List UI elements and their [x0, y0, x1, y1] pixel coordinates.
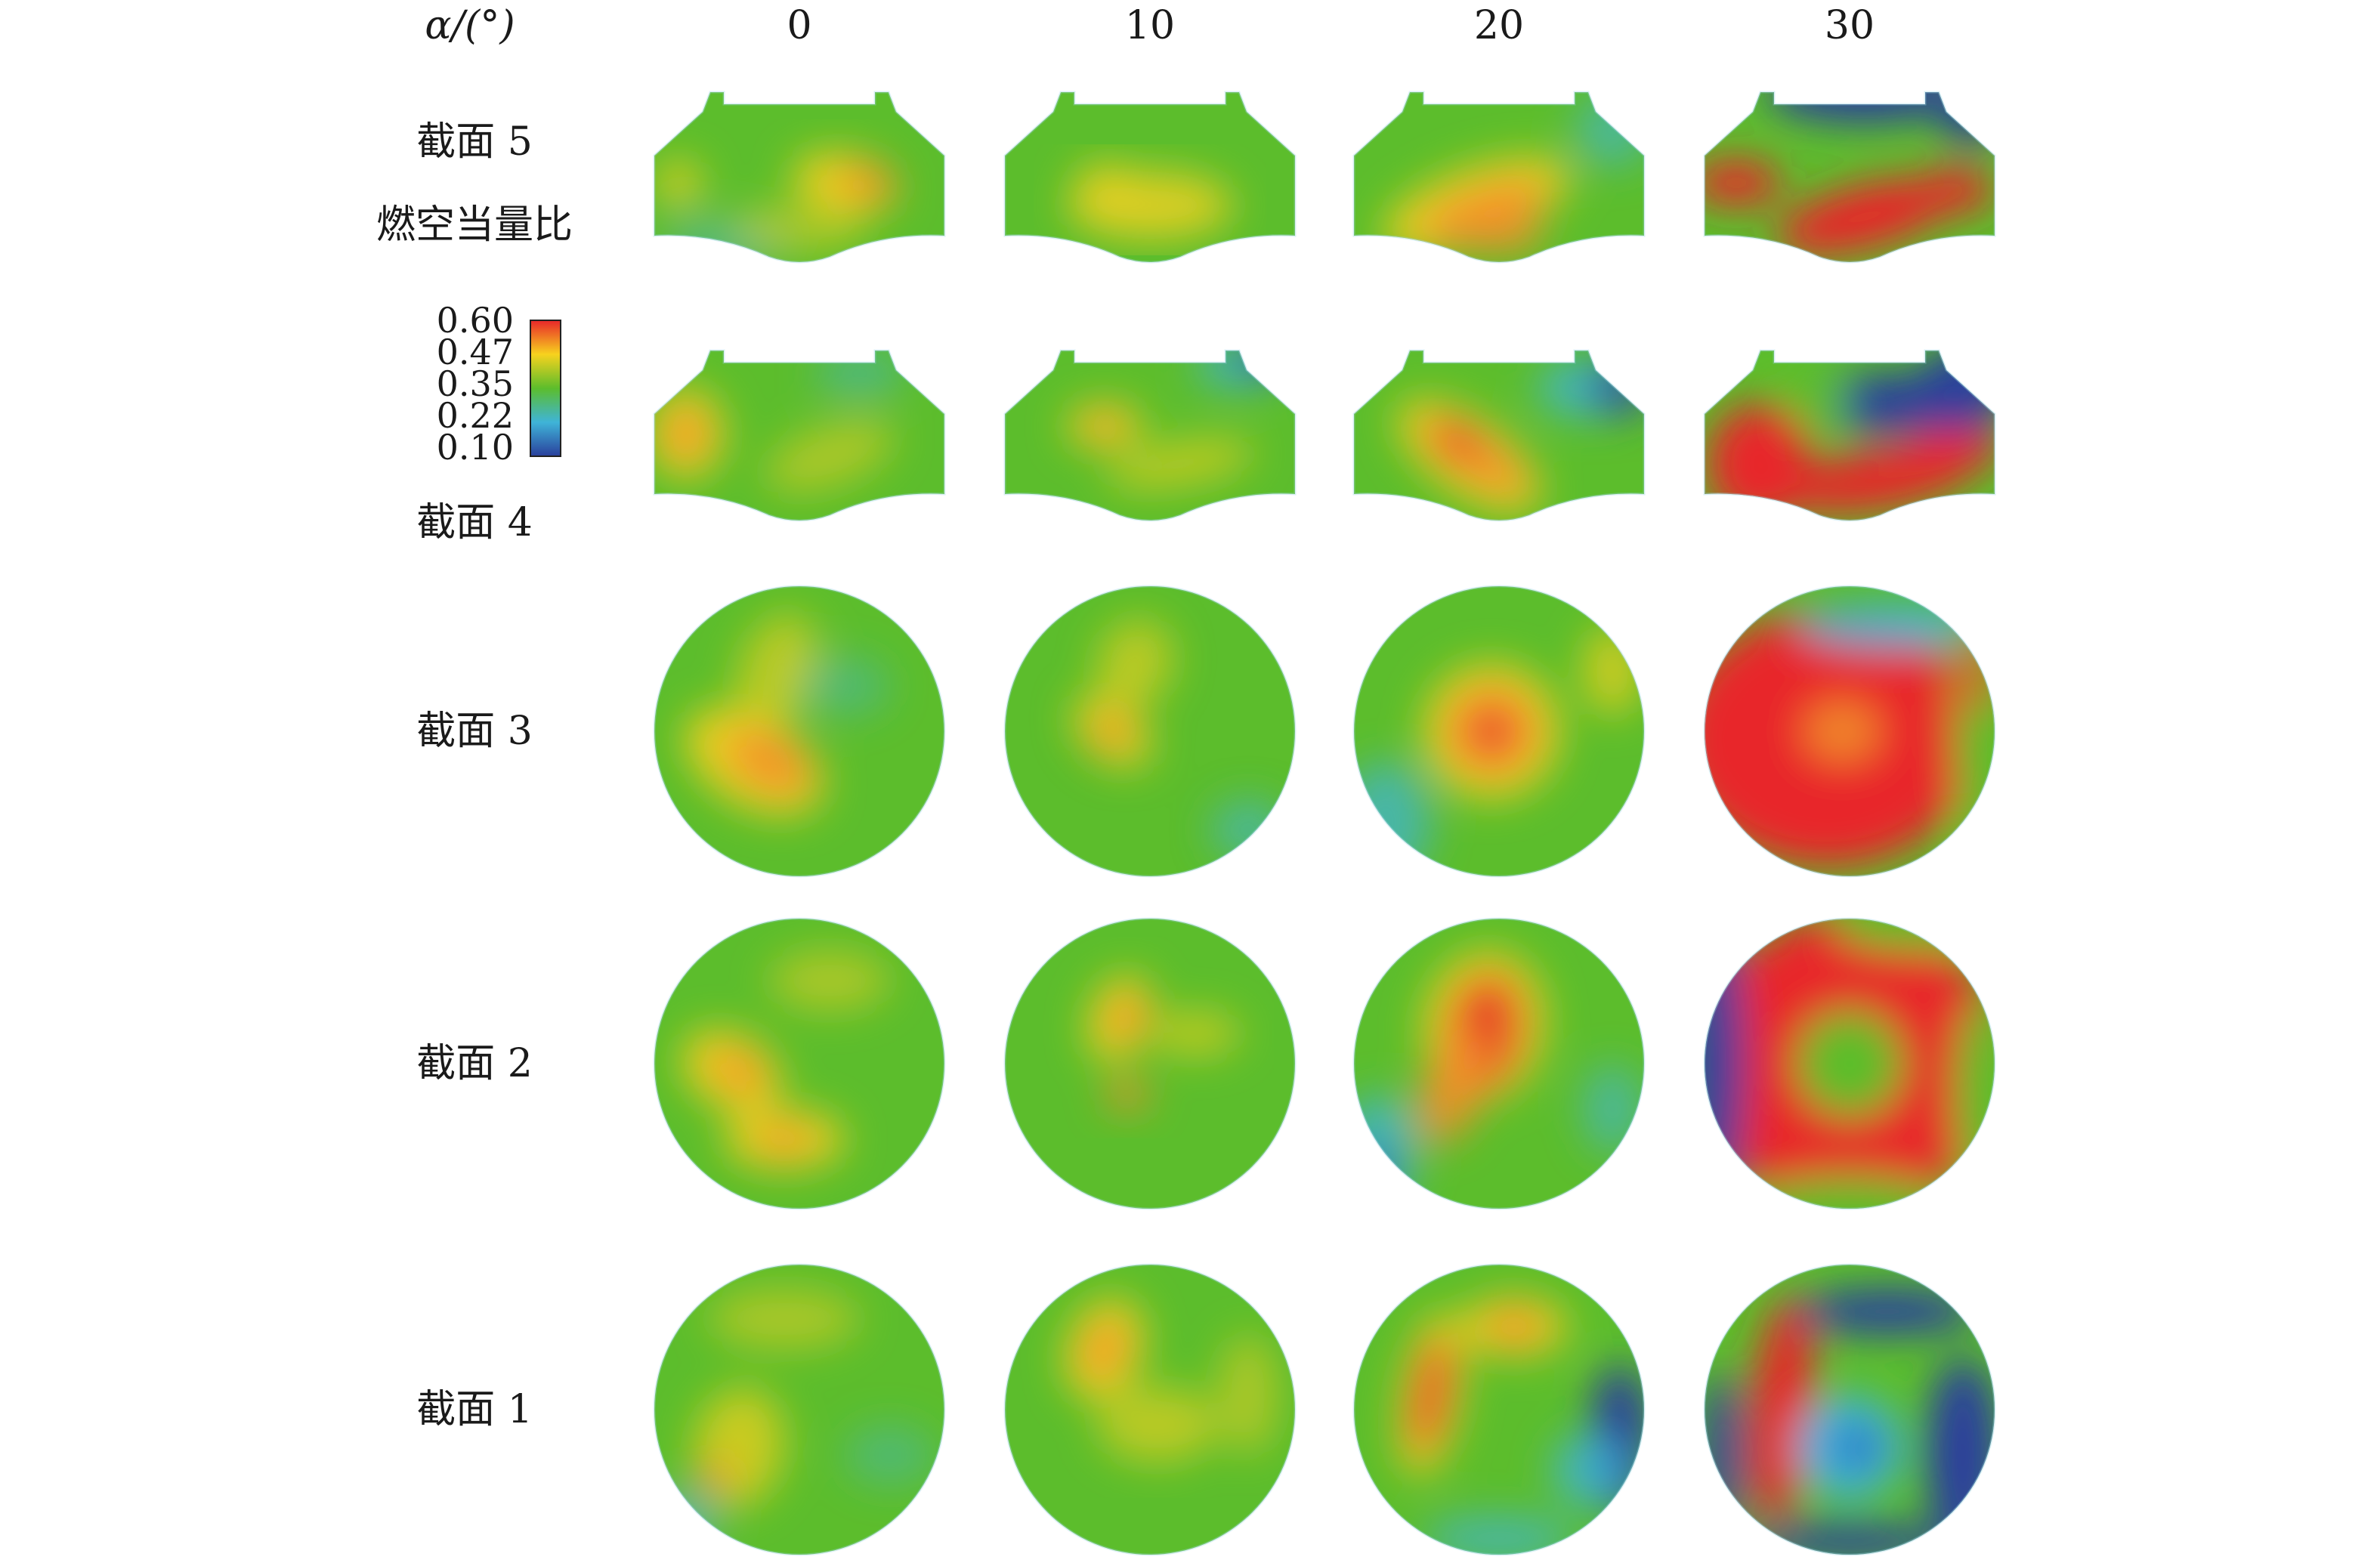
contour-panel-4-10 [1003, 349, 1297, 522]
contour-panel-3-0 [653, 585, 946, 878]
contour-panel-2-20 [1352, 917, 1646, 1210]
contour-panel-1-30 [1703, 1263, 1996, 1556]
angle-label-30: 30 [1824, 3, 1875, 48]
angle-label-20: 20 [1473, 3, 1525, 48]
colorbar-tick-022: 0.22 [436, 395, 514, 436]
section-label-2: 截面 2 [416, 1041, 533, 1086]
angle-label-0: 0 [787, 3, 812, 48]
contour-panels [653, 91, 1996, 1556]
contour-panel-5-10 [1003, 91, 1297, 264]
contour-panel-2-0 [653, 917, 946, 1210]
contour-panel-3-20 [1352, 585, 1646, 878]
contour-panel-2-30 [1703, 917, 1996, 1210]
contour-panel-1-0 [653, 1263, 946, 1556]
colorbar-tick-047: 0.47 [436, 332, 514, 372]
section-label-1: 截面 1 [416, 1387, 533, 1432]
contour-panel-4-0 [653, 349, 946, 522]
colorbar-tick-060: 0.60 [436, 300, 514, 341]
contour-panel-1-20 [1352, 1263, 1646, 1556]
section-label-4: 截面 4 [416, 500, 533, 545]
section-label-5: 截面 5 [416, 119, 533, 165]
colorbar-tick-035: 0.35 [436, 363, 514, 404]
angle-axis-label: α/(°) [425, 3, 515, 48]
legend-title: 燃空当量比 [376, 202, 573, 248]
contour-panel-5-20 [1352, 91, 1646, 264]
contour-panel-1-10 [1003, 1263, 1297, 1556]
contour-panel-3-10 [1003, 585, 1297, 878]
contour-panel-4-30 [1703, 349, 1996, 522]
contour-panel-5-0 [653, 91, 946, 264]
section-label-3: 截面 3 [416, 709, 533, 754]
contour-panel-3-30 [1703, 585, 1996, 878]
contour-panel-2-10 [1003, 917, 1297, 1210]
contour-panel-5-30 [1703, 91, 1996, 264]
contour-panel-4-20 [1352, 349, 1646, 522]
angle-label-10: 10 [1124, 3, 1176, 48]
colorbar-tick-010: 0.10 [436, 427, 514, 468]
colorbar [530, 320, 561, 457]
